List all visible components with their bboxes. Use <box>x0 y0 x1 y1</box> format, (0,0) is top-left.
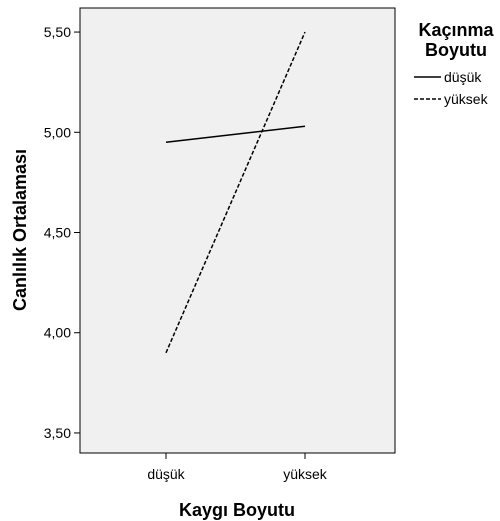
y-axis: 3,50 4,00 4,50 5,00 5,50 <box>44 24 80 441</box>
y-tick-label: 3,50 <box>44 425 71 441</box>
y-axis-title: Canlılık Ortalaması <box>10 149 30 311</box>
y-tick-label: 4,00 <box>44 325 71 341</box>
y-tick-label: 5,00 <box>44 124 71 140</box>
series-lines <box>165 31 306 354</box>
series-line-dusuk <box>165 125 306 144</box>
legend: Kaçınma Boyutu düşük yüksek <box>414 20 494 107</box>
x-tick-label: yüksek <box>283 466 328 482</box>
x-tick-label: düşük <box>147 466 185 482</box>
x-axis: düşük yüksek <box>147 453 328 482</box>
legend-title-line-2: Boyutu <box>425 40 487 60</box>
y-tick-label: 4,50 <box>44 225 71 241</box>
series-line-yuksek <box>165 31 306 354</box>
y-tick-label: 5,50 <box>44 24 71 40</box>
x-axis-title: Kaygı Boyutu <box>179 500 295 520</box>
legend-title-line-1: Kaçınma <box>418 20 494 40</box>
legend-label-yuksek: yüksek <box>444 91 489 107</box>
legend-label-dusuk: düşük <box>444 69 482 85</box>
plot-area <box>79 7 396 454</box>
